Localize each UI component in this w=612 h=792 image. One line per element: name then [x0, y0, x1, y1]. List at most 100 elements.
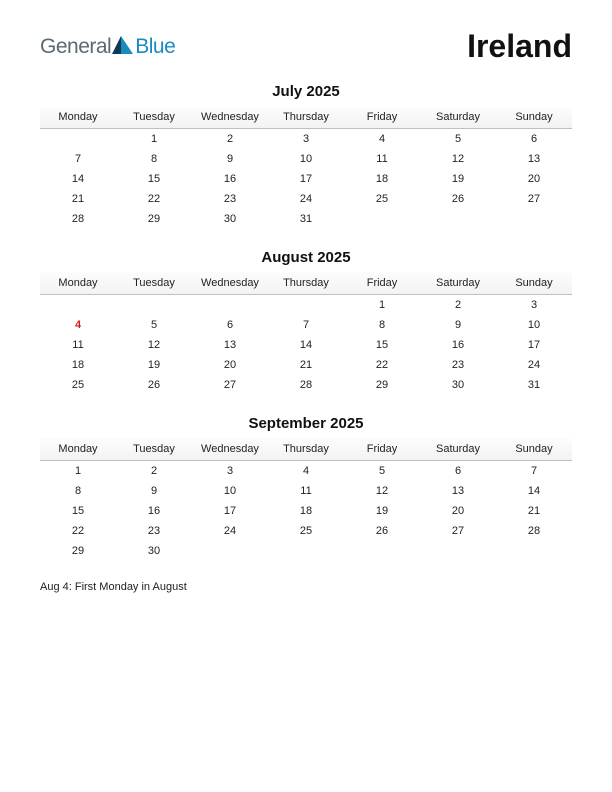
logo-mark-icon — [112, 34, 134, 59]
weekday-header: Saturday — [420, 106, 496, 129]
table-row: 123456 — [40, 129, 572, 150]
weekday-header: Tuesday — [116, 272, 192, 295]
logo: General Blue — [40, 34, 175, 59]
day-cell: 12 — [344, 481, 420, 501]
day-cell: 17 — [192, 501, 268, 521]
day-cell: 11 — [344, 149, 420, 169]
day-cell: 2 — [116, 461, 192, 482]
day-cell: 11 — [40, 335, 116, 355]
day-cell: 1 — [344, 295, 420, 316]
weekday-header: Thursday — [268, 272, 344, 295]
day-cell: 21 — [40, 189, 116, 209]
day-cell: 12 — [420, 149, 496, 169]
day-cell: 30 — [420, 375, 496, 395]
day-cell: 18 — [344, 169, 420, 189]
day-cell: 26 — [420, 189, 496, 209]
day-cell: 5 — [344, 461, 420, 482]
day-cell: 20 — [496, 169, 572, 189]
table-row: 22232425262728 — [40, 521, 572, 541]
month-title: July 2025 — [40, 83, 572, 100]
day-cell: 8 — [116, 149, 192, 169]
table-row: 891011121314 — [40, 481, 572, 501]
day-cell — [192, 541, 268, 561]
weekday-header: Wednesday — [192, 438, 268, 461]
day-cell: 14 — [40, 169, 116, 189]
day-cell: 31 — [496, 375, 572, 395]
weekday-header: Friday — [344, 272, 420, 295]
day-cell — [496, 209, 572, 229]
day-cell: 23 — [420, 355, 496, 375]
day-cell: 30 — [116, 541, 192, 561]
day-cell: 28 — [496, 521, 572, 541]
day-cell: 28 — [268, 375, 344, 395]
day-cell: 5 — [420, 129, 496, 150]
weekday-header: Monday — [40, 272, 116, 295]
day-cell: 24 — [496, 355, 572, 375]
weekday-header: Sunday — [496, 438, 572, 461]
calendar-table: MondayTuesdayWednesdayThursdayFridaySatu… — [40, 272, 572, 395]
day-cell: 22 — [116, 189, 192, 209]
day-cell: 16 — [116, 501, 192, 521]
day-cell: 1 — [40, 461, 116, 482]
day-cell — [344, 209, 420, 229]
day-cell: 6 — [420, 461, 496, 482]
day-cell: 27 — [496, 189, 572, 209]
day-cell: 10 — [192, 481, 268, 501]
weekday-header: Monday — [40, 438, 116, 461]
calendar-table: MondayTuesdayWednesdayThursdayFridaySatu… — [40, 438, 572, 561]
day-cell: 25 — [40, 375, 116, 395]
weekday-header: Tuesday — [116, 438, 192, 461]
month-title: August 2025 — [40, 249, 572, 266]
day-cell: 27 — [420, 521, 496, 541]
day-cell: 26 — [344, 521, 420, 541]
month-title: September 2025 — [40, 415, 572, 432]
day-cell: 18 — [268, 501, 344, 521]
day-cell: 4 — [344, 129, 420, 150]
day-cell: 24 — [268, 189, 344, 209]
calendar-month: August 2025 MondayTuesdayWednesdayThursda… — [40, 249, 572, 395]
weekday-header: Saturday — [420, 438, 496, 461]
day-cell: 2 — [192, 129, 268, 150]
logo-text-blue: Blue — [135, 35, 175, 59]
day-cell: 22 — [344, 355, 420, 375]
day-cell: 25 — [268, 521, 344, 541]
day-cell — [420, 541, 496, 561]
day-cell: 27 — [192, 375, 268, 395]
day-cell: 13 — [192, 335, 268, 355]
table-row: 123 — [40, 295, 572, 316]
day-cell: 6 — [192, 315, 268, 335]
day-cell: 4 — [268, 461, 344, 482]
day-cell: 13 — [496, 149, 572, 169]
calendars-container: July 2025MondayTuesdayWednesdayThursdayF… — [40, 83, 572, 561]
day-cell: 2 — [420, 295, 496, 316]
table-row: 78910111213 — [40, 149, 572, 169]
day-cell: 9 — [420, 315, 496, 335]
day-cell: 4 — [40, 315, 116, 335]
day-cell: 31 — [268, 209, 344, 229]
day-cell: 17 — [268, 169, 344, 189]
day-cell: 16 — [192, 169, 268, 189]
header: General Blue Ireland — [40, 28, 572, 65]
day-cell: 19 — [116, 355, 192, 375]
logo-text-general: General — [40, 35, 111, 59]
day-cell: 3 — [268, 129, 344, 150]
calendar-month: July 2025MondayTuesdayWednesdayThursdayF… — [40, 83, 572, 229]
day-cell: 29 — [344, 375, 420, 395]
weekday-header: Thursday — [268, 106, 344, 129]
day-cell: 3 — [496, 295, 572, 316]
day-cell — [268, 541, 344, 561]
table-row: 21222324252627 — [40, 189, 572, 209]
day-cell: 22 — [40, 521, 116, 541]
day-cell: 29 — [116, 209, 192, 229]
day-cell: 17 — [496, 335, 572, 355]
day-cell: 7 — [268, 315, 344, 335]
day-cell: 10 — [496, 315, 572, 335]
day-cell: 8 — [344, 315, 420, 335]
day-cell: 10 — [268, 149, 344, 169]
day-cell: 5 — [116, 315, 192, 335]
day-cell — [344, 541, 420, 561]
table-row: 18192021222324 — [40, 355, 572, 375]
day-cell: 20 — [192, 355, 268, 375]
day-cell: 11 — [268, 481, 344, 501]
day-cell — [268, 295, 344, 316]
